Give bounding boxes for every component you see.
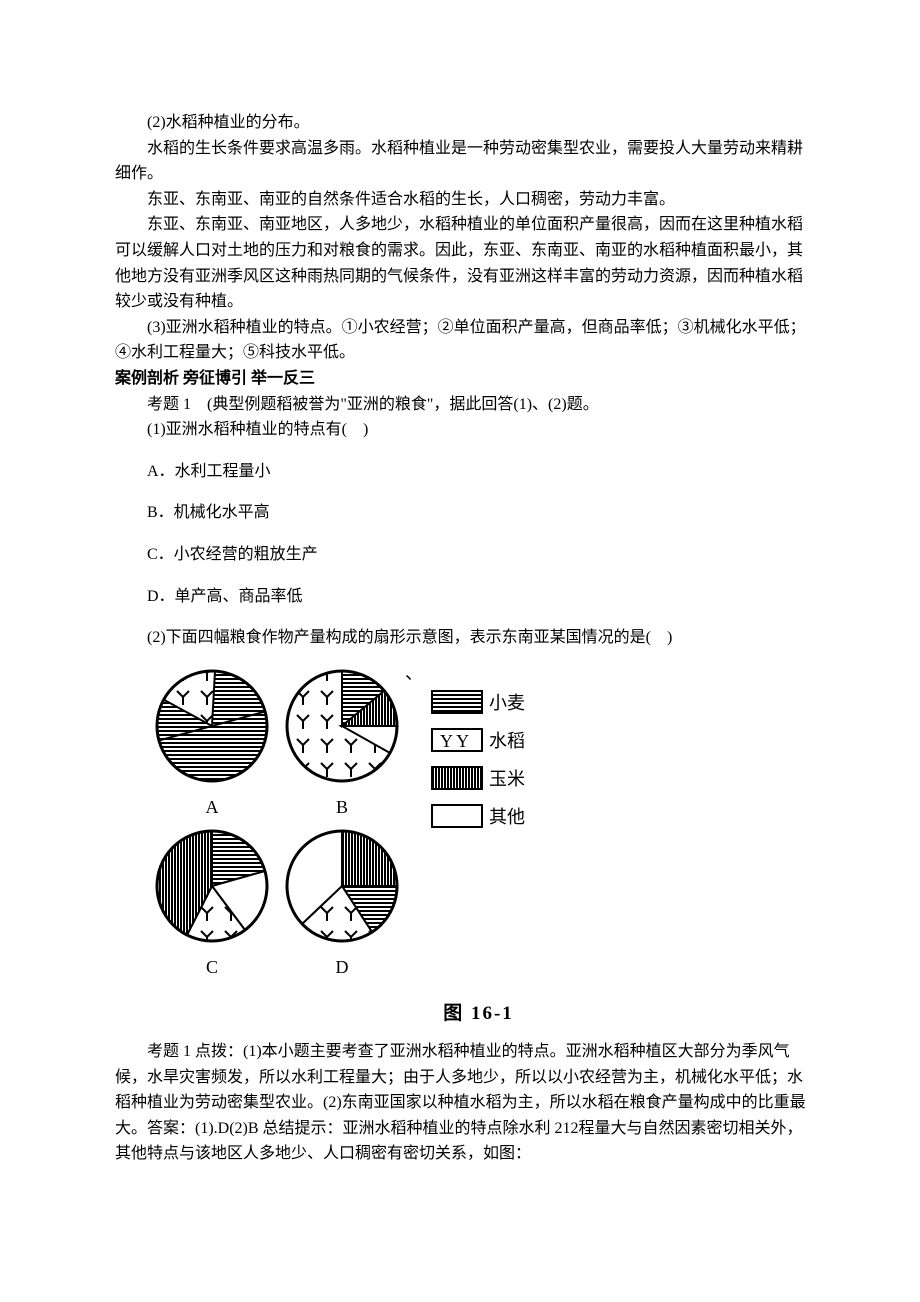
pie-charts-svg: A B 、 C D [147,661,567,991]
figure-caption: 图 16-1 [147,999,810,1029]
pie-d: D [287,831,397,977]
question-2: (2)下面四幅粮食作物产量构成的扇形示意图，表示东南亚某国情况的是( ) [115,625,810,651]
legend-wheat: 小麦 [489,693,525,713]
answer-paragraph: 考题 1 点拨：(1)本小题主要考查了亚洲水稻种植业的特点。亚洲水稻种植区大部分… [115,1039,810,1167]
paragraph: 东亚、东南亚、南亚的自然条件适合水稻的生长，人口稠密，劳动力丰富。 [115,187,810,213]
paragraph: (3)亚洲水稻种植业的特点。①小农经营；②单位面积产量高，但商品率低；③机械化水… [115,315,810,366]
pie-b-label: B [336,797,348,817]
option-b: B．机械化水平高 [147,500,810,526]
paragraph: 东亚、东南亚、南亚地区，人多地少，水稻种植业的单位面积产量很高，因而在这里种植水… [115,212,810,314]
svg-text:、: 、 [405,663,423,683]
paragraph: (2)水稻种植业的分布。 [115,110,810,136]
legend-corn: 玉米 [489,769,525,789]
legend-other: 其他 [489,807,525,827]
paragraph: 水稻的生长条件要求高温多雨。水稻种植业是一种劳动密集型农业，需要投人大量劳动来精… [115,136,810,187]
option-d: D．单产高、商品率低 [147,584,810,610]
question-1: (1)亚洲水稻种植业的特点有( ) [115,417,810,443]
option-a: A．水利工程量小 [147,459,810,485]
pie-b: B 、 [287,663,423,817]
pie-a: A [157,670,267,817]
pie-c: C [157,831,267,977]
legend-rice: 水稻 [489,731,525,751]
figure-16-1: A B 、 C D [147,661,810,1029]
question-stem: 考题 1 (典型例题稻被誉为"亚洲的粮食"，据此回答(1)、(2)题。 [115,392,810,418]
section-heading: 案例剖析 旁征博引 举一反三 [115,366,810,392]
pie-c-label: C [206,957,218,977]
legend: 小麦 Y Y 水稻 玉米 其他 [432,691,525,827]
pie-a-label: A [206,797,219,817]
svg-text:Y Y: Y Y [440,731,469,751]
pie-d-label: D [336,957,349,977]
option-c: C．小农经营的粗放生产 [147,542,810,568]
